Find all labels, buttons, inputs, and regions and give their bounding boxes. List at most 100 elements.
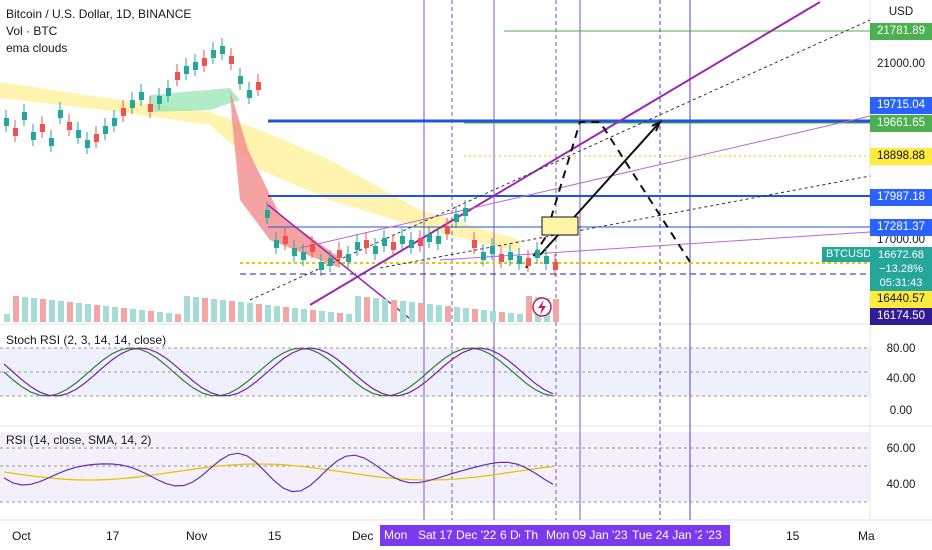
price-tag: 17281.37 (870, 219, 932, 236)
volume-bar (346, 314, 352, 322)
volume-bar (193, 297, 199, 322)
candle-body (274, 240, 279, 248)
candle-body (76, 130, 81, 138)
price-change: −13.28% (870, 262, 932, 277)
volume-bar (427, 304, 433, 322)
volume-bar (409, 302, 415, 322)
rsi-axis-label: 40.00 (886, 479, 916, 491)
candle-body (4, 118, 9, 126)
candle-body (103, 126, 108, 134)
legend-ema-clouds[interactable]: ema clouds (6, 41, 68, 55)
candle-body (67, 122, 72, 130)
volume-bar (139, 310, 145, 322)
volume-bar (202, 298, 208, 322)
time-label: Oct (12, 529, 31, 543)
candle-body (157, 96, 162, 104)
price-tag: 18898.88 (870, 148, 932, 165)
candle-body (382, 238, 387, 246)
volume-bar (31, 298, 37, 322)
candle-body (211, 50, 216, 58)
volume-bar (256, 304, 262, 322)
projection-path (525, 121, 691, 269)
volume-bar (211, 299, 217, 322)
stoch-rsi-label[interactable]: Stoch RSI (2, 3, 14, 14, close) (6, 333, 167, 347)
arrow-head (651, 119, 663, 132)
candle-body (184, 66, 189, 74)
time-label: Nov (186, 529, 208, 543)
candle-body (373, 246, 378, 254)
candle-body (265, 210, 270, 218)
volume-bar (391, 300, 397, 322)
volume-bar (247, 303, 253, 322)
last-price: 16672.68 (870, 247, 932, 263)
candle-body (166, 88, 171, 96)
crosshair-time-label: Mon (380, 525, 414, 546)
candle-body (85, 140, 90, 148)
trend-line (379, 175, 871, 269)
rsi-label[interactable]: RSI (14, close, SMA, 14, 2) (6, 433, 152, 447)
candle-body (139, 92, 144, 100)
candle-body (535, 250, 540, 258)
candle-body (445, 226, 450, 234)
trend-line (249, 19, 871, 301)
price-tag: 21781.89 (870, 23, 932, 40)
crosshair-time-label: '23 (702, 525, 730, 546)
rsi-axis-label: 60.00 (886, 443, 916, 455)
volume-bar (328, 312, 334, 322)
candle-body (58, 110, 63, 118)
candle-body (220, 46, 225, 54)
volume-bar (310, 310, 316, 322)
candle-body (490, 246, 495, 254)
volume-bar (166, 313, 172, 322)
candle-body (481, 252, 486, 260)
stoch-axis-label: 0.00 (889, 405, 913, 417)
trend-line (299, 115, 871, 249)
crosshair-time-label: Sat 17 Dec '22 (414, 525, 510, 546)
volume-bar (400, 301, 406, 322)
volume-bar (301, 309, 307, 322)
candle-body (526, 258, 531, 266)
candle-body (310, 244, 315, 252)
candle-body (193, 62, 198, 70)
price-tag: 19715.04 (870, 97, 932, 114)
candle-body (283, 236, 288, 244)
candle-body (553, 262, 558, 270)
candle-body (121, 108, 126, 116)
price-tag: 17987.18 (870, 189, 932, 206)
volume-bar (283, 307, 289, 322)
candle-body (508, 252, 513, 260)
stoch-k-line (3, 347, 554, 397)
candle-body (301, 252, 306, 260)
candle-body (427, 234, 432, 242)
legend-volume[interactable]: Vol · BTC (6, 24, 58, 38)
candle-body (130, 100, 135, 108)
candle-body (517, 256, 522, 264)
volume-bar (526, 296, 532, 322)
candle-body (292, 248, 297, 256)
volume-bar (517, 314, 523, 322)
volume-bar (58, 301, 64, 322)
volume-bar (184, 296, 190, 322)
candle-body (472, 240, 477, 248)
candle-body (229, 56, 234, 64)
crosshair-time-label: Tue 24 Jan '23 (628, 525, 711, 546)
legend-symbol[interactable]: Bitcoin / U.S. Dollar, 1D, BINANCE (6, 7, 192, 21)
rsi-band (0, 432, 870, 502)
candle-body (13, 128, 18, 136)
candle-body (364, 240, 369, 248)
volume-bar (472, 309, 478, 322)
candle-body (346, 254, 351, 262)
candle-body (454, 214, 459, 222)
volume-bar (148, 311, 154, 322)
candle-body (409, 240, 414, 248)
volume-bar (274, 306, 280, 322)
volume-bar (508, 313, 514, 322)
candle-body (22, 112, 27, 120)
time-label: 15 (268, 529, 282, 543)
volume-bar (436, 305, 442, 322)
candle-body (319, 262, 324, 270)
currency-label: USD (888, 6, 914, 18)
volume-bar (418, 303, 424, 322)
